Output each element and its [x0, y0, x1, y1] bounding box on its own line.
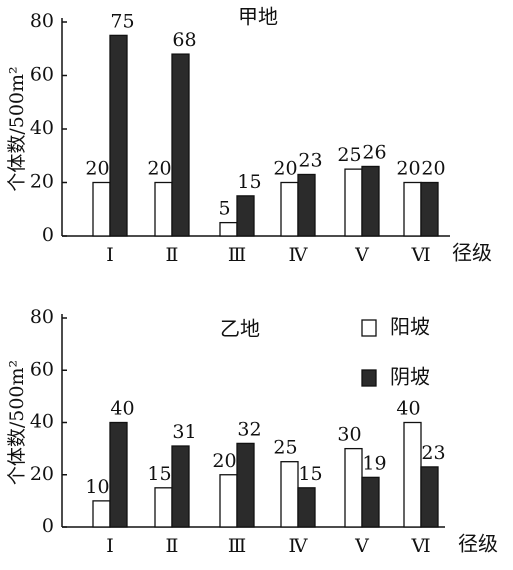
value-label: 26	[362, 141, 386, 163]
x-tick-label: Ⅱ	[166, 244, 179, 266]
y-tick-label: 0	[42, 224, 54, 246]
bar	[344, 168, 363, 237]
legend-label: 阳坡	[390, 315, 430, 339]
y-tick-label: 0	[42, 515, 54, 537]
y-tick-label: 20	[30, 171, 54, 193]
value-label: 15	[298, 463, 322, 485]
bar	[280, 181, 299, 237]
bar	[219, 221, 238, 237]
x-axis-label: 径级	[452, 241, 492, 265]
chart-title: 乙地	[220, 317, 260, 341]
bar	[236, 195, 255, 237]
value-label: 15	[237, 171, 261, 193]
value-label: 31	[172, 421, 196, 443]
bar	[297, 487, 316, 528]
value-label: 20	[396, 158, 420, 180]
x-tick-label: Ⅳ	[289, 535, 309, 557]
value-label: 40	[110, 398, 134, 420]
x-tick-label: Ⅲ	[228, 535, 246, 557]
bar	[109, 34, 128, 237]
value-label: 25	[273, 437, 297, 459]
bar	[297, 173, 316, 237]
x-tick-label: Ⅵ	[410, 535, 430, 557]
value-label: 19	[362, 452, 386, 474]
bar	[280, 461, 299, 528]
bar	[236, 442, 255, 528]
bar	[171, 445, 190, 528]
value-label: 5	[218, 198, 230, 220]
legend-label: 阴坡	[390, 365, 430, 389]
y-tick-label: 60	[30, 64, 54, 86]
bar	[219, 474, 238, 528]
y-tick-label: 20	[30, 463, 54, 485]
x-tick-label: Ⅲ	[228, 244, 246, 266]
y-tick-label: 80	[30, 306, 54, 328]
value-label: 20	[85, 158, 109, 180]
value-label: 20	[273, 158, 297, 180]
bar	[420, 466, 439, 528]
bar	[154, 181, 173, 237]
value-label: 75	[110, 10, 134, 32]
x-tick-label: Ⅰ	[106, 244, 114, 266]
x-axis-label: 径级	[458, 532, 498, 556]
y-axis-label: 个体数/500m²	[6, 360, 28, 485]
bar	[154, 487, 173, 528]
y-tick-label: 40	[30, 411, 54, 433]
x-tick-label: Ⅵ	[410, 244, 430, 266]
bar	[403, 181, 422, 237]
bar	[361, 476, 380, 528]
y-tick-label: 60	[30, 358, 54, 380]
value-label: 40	[396, 398, 420, 420]
value-label: 68	[172, 29, 196, 51]
bar	[420, 181, 439, 237]
value-label: 23	[421, 442, 445, 464]
x-tick-label: Ⅴ	[354, 244, 369, 266]
bar	[109, 421, 128, 528]
value-label: 20	[421, 158, 445, 180]
value-label: 32	[237, 418, 261, 440]
value-label: 10	[85, 476, 109, 498]
legend-swatch	[361, 369, 377, 387]
y-axis-label: 个体数/500m²	[6, 66, 28, 191]
bar	[403, 421, 422, 528]
value-label: 20	[147, 158, 171, 180]
legend-swatch	[361, 319, 377, 337]
x-tick-label: Ⅴ	[354, 535, 369, 557]
bar	[361, 165, 380, 237]
value-label: 23	[298, 149, 322, 171]
bar	[171, 53, 190, 237]
value-label: 25	[337, 144, 361, 166]
x-tick-label: Ⅳ	[289, 244, 309, 266]
bar	[344, 447, 363, 528]
chart-title: 甲地	[238, 5, 278, 29]
x-tick-label: Ⅰ	[106, 535, 114, 557]
value-label: 20	[212, 450, 236, 472]
x-tick-label: Ⅱ	[166, 535, 179, 557]
y-tick-label: 40	[30, 117, 54, 139]
value-label: 15	[147, 463, 171, 485]
bar	[92, 500, 111, 528]
bar	[92, 181, 111, 237]
y-tick-label: 80	[30, 10, 54, 32]
value-label: 30	[337, 424, 361, 446]
